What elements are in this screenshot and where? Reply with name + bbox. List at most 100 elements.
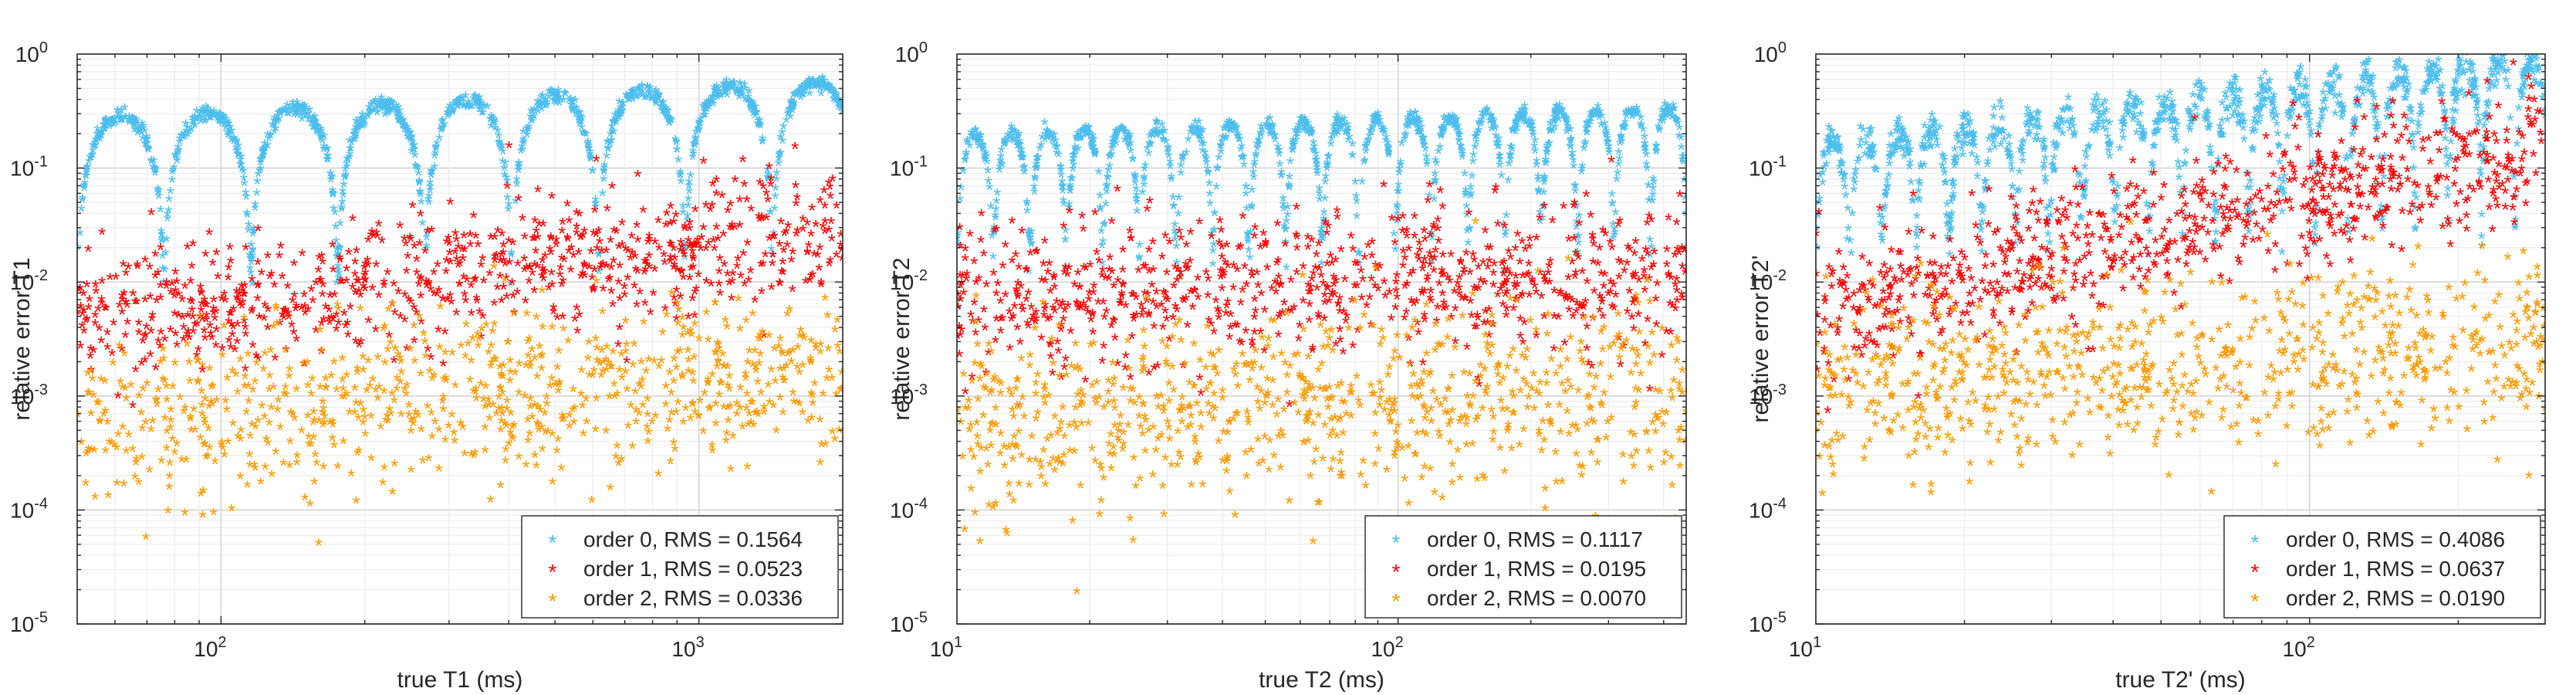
data-point: *: [218, 107, 226, 130]
data-point: *: [341, 160, 349, 183]
data-point: *: [252, 196, 259, 219]
data-points: ****************************************…: [77, 69, 844, 558]
data-point: *: [363, 106, 371, 129]
data-point: *: [796, 81, 804, 104]
data-point: *: [1403, 116, 1411, 139]
data-point: *: [317, 120, 325, 143]
data-point: *: [101, 117, 109, 140]
data-point: *: [639, 202, 647, 225]
data-point: *: [490, 112, 498, 135]
data-point: *: [461, 445, 468, 468]
data-point: *: [555, 88, 563, 111]
data-point: *: [542, 97, 549, 120]
data-point: *: [580, 425, 587, 448]
data-point: *: [764, 166, 772, 189]
data-point: *: [223, 113, 231, 136]
data-point: *: [264, 246, 272, 270]
data-point: *: [384, 263, 391, 286]
data-point: *: [354, 115, 362, 138]
data-point: *: [816, 343, 824, 366]
data-point: *: [772, 179, 779, 202]
data-point: *: [1673, 213, 1681, 236]
data-point: *: [110, 110, 118, 133]
data-point: *: [600, 163, 607, 186]
data-point: *: [772, 170, 780, 193]
data-point: *: [770, 224, 778, 247]
data-point: *: [333, 457, 341, 480]
data-point: *: [788, 95, 796, 118]
data-point: *: [1126, 126, 1134, 149]
data-point: *: [569, 100, 576, 124]
data-point: *: [705, 93, 712, 116]
data-point: *: [472, 91, 479, 114]
data-point: *: [463, 97, 471, 120]
data-point: *: [379, 93, 387, 117]
data-point: *: [664, 101, 671, 124]
data-point: *: [346, 140, 353, 163]
data-point: *: [1599, 221, 1607, 244]
data-point: *: [711, 82, 718, 105]
data-point: *: [206, 107, 214, 130]
data-point: *: [155, 188, 163, 211]
data-point: *: [358, 110, 366, 133]
data-point: *: [201, 246, 209, 269]
data-point: *: [609, 114, 617, 137]
data-point: *: [192, 110, 200, 134]
data-point: *: [645, 84, 653, 107]
data-point: *: [654, 89, 662, 112]
data-point: *: [806, 72, 814, 95]
data-point: *: [139, 117, 147, 141]
data-point: *: [651, 352, 658, 375]
data-point: *: [378, 232, 386, 255]
data-point: *: [647, 90, 655, 113]
data-point: *: [255, 162, 263, 185]
data-point: *: [1281, 236, 1289, 259]
data-point: *: [309, 292, 316, 315]
data-point: *: [752, 103, 759, 126]
data-point: *: [340, 176, 347, 199]
data-point: *: [86, 340, 94, 363]
data-point: *: [407, 422, 414, 446]
data-point: *: [144, 140, 152, 163]
data-point: *: [755, 116, 762, 139]
data-point: *: [197, 485, 205, 508]
data-point: *: [292, 381, 300, 404]
data-point: *: [814, 72, 822, 95]
data-point: *: [629, 90, 637, 114]
data-point: *: [585, 137, 593, 160]
data-point: *: [624, 87, 632, 110]
data-point: *: [1202, 263, 1210, 286]
data-point: *: [445, 103, 453, 127]
data-point: *: [1663, 97, 1671, 120]
data-point: *: [530, 107, 538, 131]
data-point: *: [533, 93, 541, 116]
data-point: *: [283, 104, 291, 127]
data-point: *: [407, 127, 415, 151]
data-point: *: [501, 271, 509, 294]
data-point: *: [343, 155, 350, 178]
data-point: *: [1253, 145, 1260, 168]
data-point: *: [426, 181, 434, 205]
data-point: *: [538, 100, 546, 123]
data-point: *: [214, 109, 221, 132]
data-point: *: [448, 103, 456, 127]
data-point: *: [370, 94, 378, 117]
data-point: *: [580, 124, 588, 147]
data-point: *: [403, 124, 411, 147]
data-point: *: [555, 342, 563, 365]
data-point: *: [326, 164, 334, 188]
data-point: *: [529, 103, 536, 126]
data-point: *: [465, 334, 472, 358]
data-point: *: [837, 93, 844, 116]
data-point: *: [1153, 114, 1161, 137]
data-point: *: [453, 92, 461, 115]
data-point: *: [982, 276, 990, 299]
data-point: *: [749, 100, 757, 124]
data-point: *: [379, 97, 387, 120]
data-point: *: [720, 83, 728, 107]
data-point: *: [748, 93, 756, 116]
data-point: *: [1624, 238, 1631, 261]
data-point: *: [91, 488, 99, 511]
data-point: *: [685, 190, 692, 213]
